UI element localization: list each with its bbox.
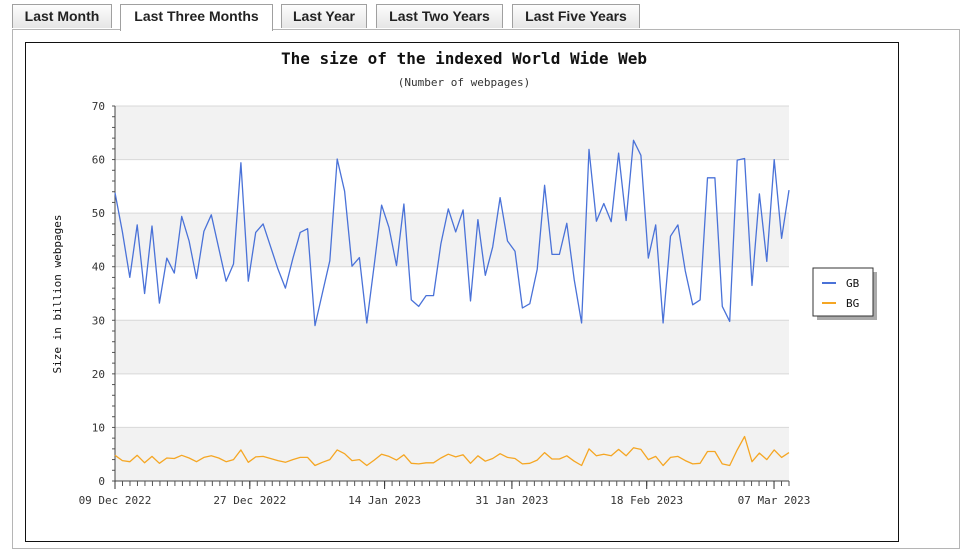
x-tick-label: 18 Feb 2023	[610, 494, 683, 507]
tab-last-three-months[interactable]: Last Three Months	[120, 4, 273, 31]
x-tick-label: 07 Mar 2023	[738, 494, 811, 507]
y-tick-label: 0	[98, 475, 105, 488]
web-size-chart: The size of the indexed World Wide Web (…	[51, 49, 877, 507]
x-tick-label: 27 Dec 2022	[213, 494, 286, 507]
chart-title: The size of the indexed World Wide Web	[281, 49, 647, 68]
series-lines	[114, 139, 790, 467]
tab-last-five-years[interactable]: Last Five Years	[512, 4, 640, 28]
grid-band	[115, 106, 789, 160]
legend-label-gb: GB	[846, 277, 860, 290]
y-tick-label: 70	[92, 100, 105, 113]
y-axis-label: Size in billion webpages	[51, 215, 64, 374]
grid-bands	[115, 106, 789, 481]
legend-box	[812, 267, 874, 317]
tab-last-month[interactable]: Last Month	[12, 4, 112, 28]
axes: 0 10 20 30 40 50 60 70 09 Dec 2022 27 Dec 2022 14 …	[79, 100, 811, 507]
grid-band	[115, 320, 789, 374]
x-tick-label: 31 Jan 2023	[475, 494, 548, 507]
series-line-gb	[114, 139, 790, 327]
grid-band	[115, 427, 789, 481]
y-tick-label: 50	[92, 207, 105, 220]
y-tick-label: 60	[92, 154, 105, 167]
x-tick-label: 09 Dec 2022	[79, 494, 152, 507]
chart-frame: The size of the indexed World Wide Web (…	[25, 42, 899, 542]
tab-last-two-years[interactable]: Last Two Years	[376, 4, 503, 28]
y-tick-label: 20	[92, 368, 105, 381]
legend: GB BG	[812, 267, 877, 320]
x-tick-label: 14 Jan 2023	[348, 494, 421, 507]
y-tick-label: 40	[92, 261, 105, 274]
chart-subtitle: (Number of webpages)	[398, 76, 530, 89]
y-tick-label: 10	[92, 421, 105, 434]
tab-last-year[interactable]: Last Year	[281, 4, 367, 28]
legend-label-bg: BG	[846, 297, 859, 310]
series-line-bg	[114, 435, 790, 467]
grid-lines	[115, 105, 789, 482]
y-tick-label: 30	[92, 314, 105, 327]
